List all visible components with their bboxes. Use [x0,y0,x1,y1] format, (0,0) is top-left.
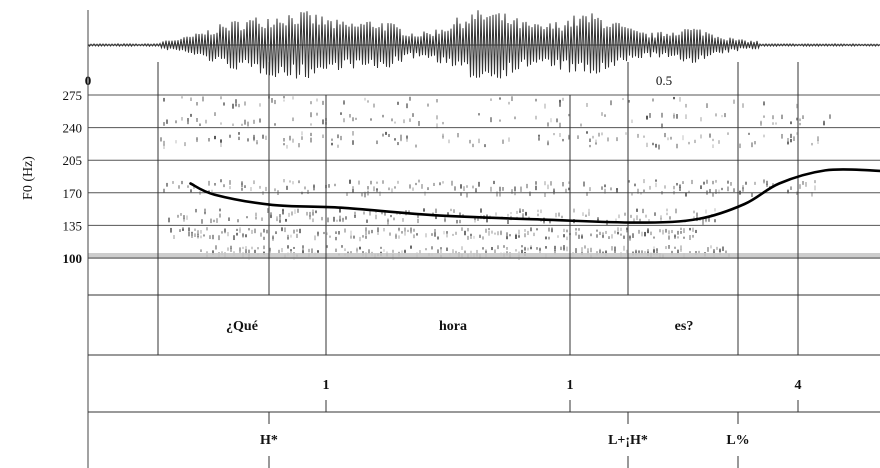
y-tick-label: 275 [63,88,83,103]
break-index-ticks [325,400,799,412]
y-tick-label: 205 [63,153,83,168]
word-es: es? [675,319,694,334]
time-label-mid: 0.5 [656,73,672,88]
y-tick-label: 170 [63,186,83,201]
pitch-floor-band [88,253,880,259]
waveform-trace [87,10,880,79]
tone-alignment-lines [268,62,799,468]
tone-l-percent: L% [726,433,749,448]
word-que: ¿Qué [226,319,258,334]
y-axis-ticks: 275 240 205 170 135 100 [63,88,83,266]
y-tick-label: 135 [63,218,83,233]
break-index-1: 1 [323,378,330,393]
break-index-3: 4 [795,378,802,393]
gridlines [88,94,880,259]
y-tick-label: 240 [63,121,83,136]
y-tick-label: 100 [63,251,83,266]
word-boundaries [157,62,739,355]
y-axis-label: F0 (Hz) [21,156,36,200]
spectrogram [160,96,831,260]
waveform [87,10,880,79]
word-hora: hora [439,319,467,334]
tier-separators [88,294,880,413]
tone-l-plus-upstep-h-star: L+¡H* [608,433,648,448]
break-index-2: 1 [567,378,574,393]
tone-h-star: H* [260,433,278,448]
f0-contour-line [189,168,880,224]
